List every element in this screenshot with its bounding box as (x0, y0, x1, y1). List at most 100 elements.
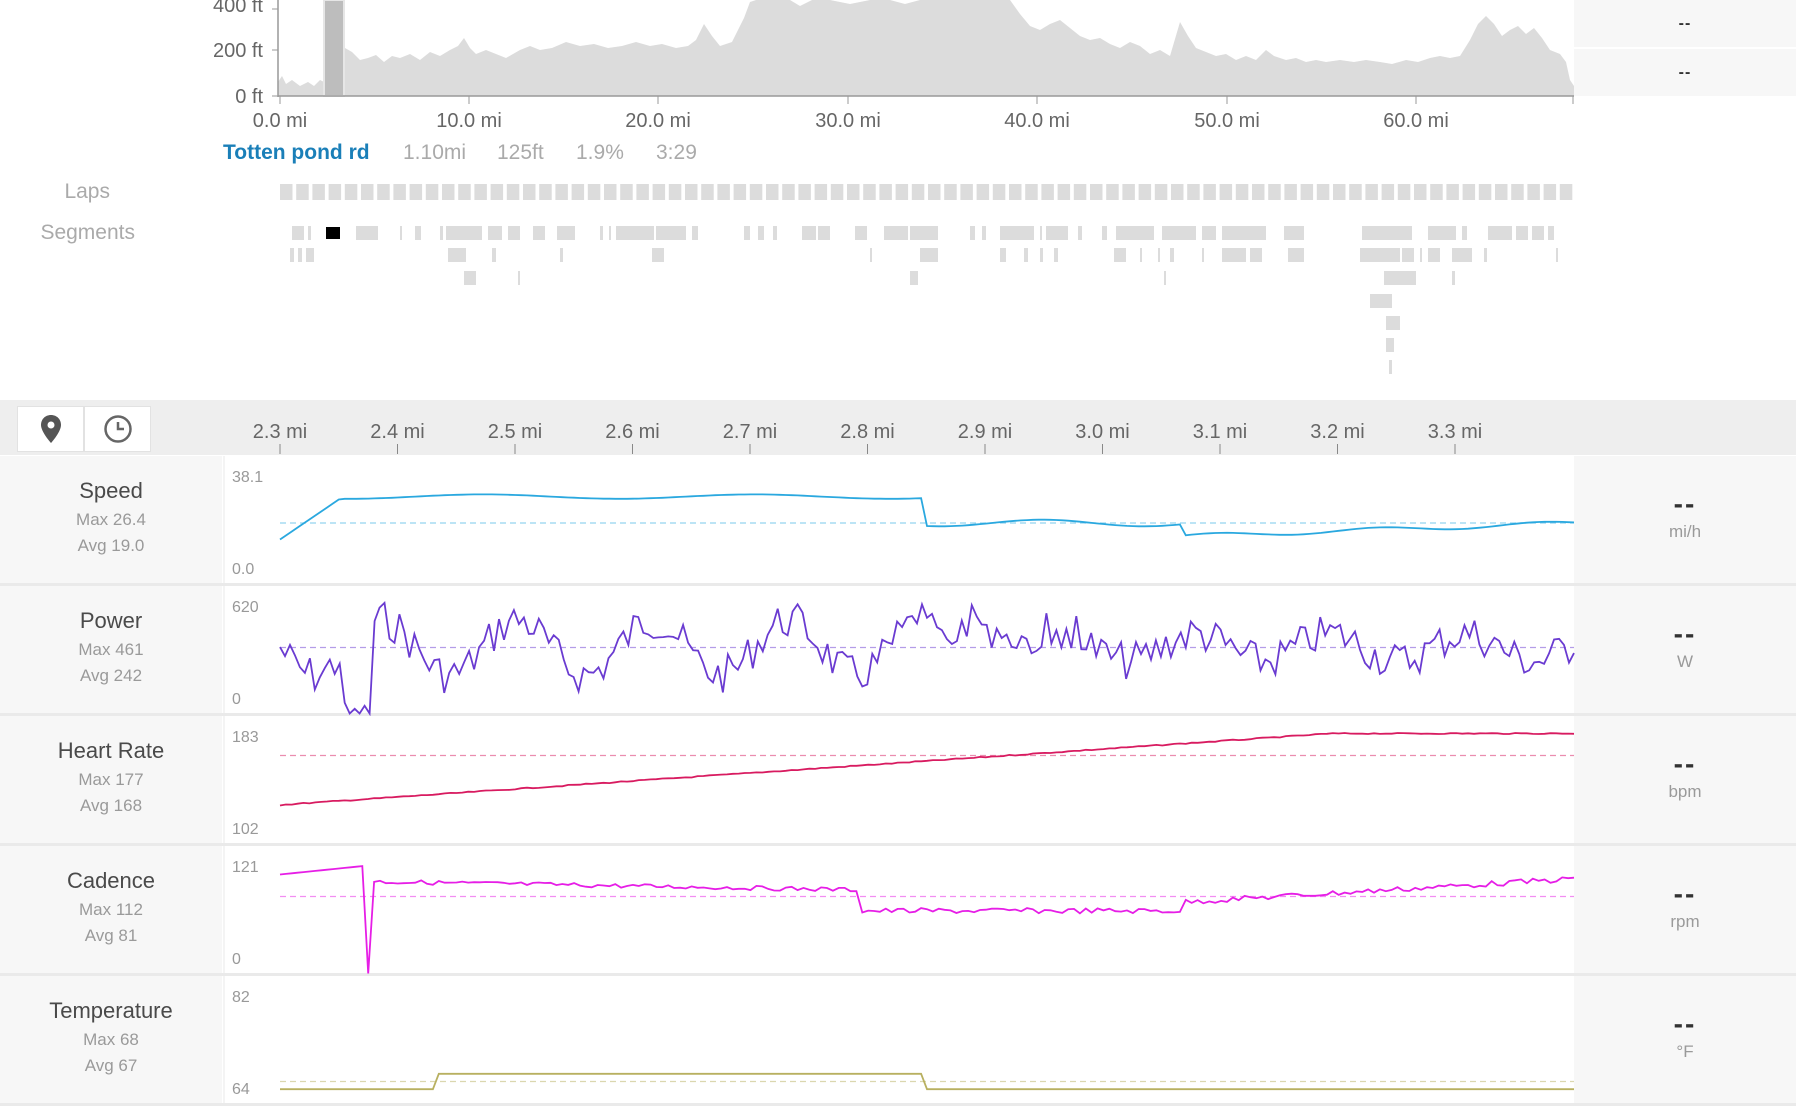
lap-marker[interactable] (944, 184, 957, 200)
lap-marker[interactable] (928, 184, 941, 200)
lap-marker[interactable] (1009, 184, 1022, 200)
lap-marker[interactable] (1333, 184, 1346, 200)
lap-marker[interactable] (1284, 184, 1297, 200)
lap-marker[interactable] (847, 184, 860, 200)
lap-marker[interactable] (1430, 184, 1443, 200)
lap-marker[interactable] (911, 184, 925, 200)
lap-marker[interactable] (1511, 184, 1524, 200)
zoom-x-tick-label: 3.0 mi (1075, 421, 1129, 443)
lap-marker[interactable] (685, 184, 698, 200)
lap-marker[interactable] (1187, 184, 1200, 200)
lap-marker[interactable] (895, 184, 909, 200)
stream-chart-cadence[interactable]: 121 0 (0, 846, 1796, 976)
lap-marker[interactable] (474, 184, 487, 200)
stream-chart-temperature[interactable]: 82 64 (0, 976, 1796, 1106)
lap-marker[interactable] (1543, 184, 1557, 200)
lap-marker[interactable] (1122, 184, 1135, 200)
lap-marker[interactable] (393, 184, 406, 200)
lap-marker[interactable] (1527, 184, 1540, 200)
lap-marker[interactable] (442, 184, 455, 200)
lap-marker[interactable] (344, 184, 358, 200)
lap-marker[interactable] (701, 184, 714, 200)
lap-marker[interactable] (1268, 184, 1281, 200)
lap-marker[interactable] (652, 184, 666, 200)
lap-marker[interactable] (814, 184, 828, 200)
lap-marker[interactable] (636, 184, 649, 200)
lap-marker[interactable] (587, 184, 601, 200)
stream-toolbar (0, 400, 1796, 455)
lap-marker[interactable] (1041, 184, 1054, 200)
lap-marker[interactable] (571, 184, 585, 200)
lap-marker[interactable] (1414, 184, 1427, 200)
lap-marker[interactable] (620, 184, 633, 200)
lap-marker[interactable] (1446, 184, 1459, 200)
lap-marker[interactable] (1057, 184, 1071, 200)
lap-marker[interactable] (409, 184, 423, 200)
lap-marker[interactable] (604, 184, 617, 200)
lap-marker[interactable] (863, 184, 876, 200)
stream-max: Max 461 (78, 640, 144, 659)
lap-marker[interactable] (960, 184, 973, 200)
time-view-button[interactable] (84, 406, 151, 452)
lap-marker[interactable] (733, 184, 747, 200)
lap-marker[interactable] (490, 184, 504, 200)
lap-marker[interactable] (458, 184, 471, 200)
segments-track[interactable] (0, 220, 1796, 380)
segments-label: Segments (40, 221, 135, 244)
lap-marker[interactable] (1365, 184, 1378, 200)
zoom-distance-axis: 2.3 mi 2.4 mi 2.5 mi 2.6 mi 2.7 mi 2.8 mi 2.9 … (253, 421, 1482, 454)
lap-marker[interactable] (425, 184, 439, 200)
lap-marker[interactable] (879, 184, 892, 200)
lap-marker[interactable] (1106, 184, 1119, 200)
lap-marker[interactable] (976, 184, 990, 200)
laps-track[interactable] (0, 180, 1796, 210)
lap-marker[interactable] (1495, 184, 1508, 200)
stream-y-min: 0 (232, 951, 241, 968)
lap-marker[interactable] (1300, 184, 1314, 200)
lap-marker[interactable] (1316, 184, 1330, 200)
map-view-button[interactable] (17, 406, 84, 452)
lap-marker[interactable] (506, 184, 520, 200)
lap-marker[interactable] (1154, 184, 1168, 200)
stream-current-cadence: -- rpm (1574, 846, 1796, 973)
elevation-x-tick: 40.0 mi (1004, 110, 1070, 132)
lap-marker[interactable] (766, 184, 779, 200)
lap-marker[interactable] (539, 184, 552, 200)
stream-name: Temperature (49, 998, 173, 1023)
lap-marker[interactable] (361, 184, 374, 200)
lap-marker[interactable] (1203, 184, 1216, 200)
lap-marker[interactable] (1235, 184, 1249, 200)
lap-marker[interactable] (1090, 184, 1103, 200)
lap-marker[interactable] (1073, 184, 1087, 200)
lap-marker[interactable] (1559, 184, 1573, 200)
lap-marker[interactable] (782, 184, 795, 200)
lap-marker[interactable] (1478, 184, 1492, 200)
lap-marker[interactable] (1138, 184, 1152, 200)
lap-marker[interactable] (1252, 184, 1265, 200)
stream-chart-heart-rate[interactable]: 183 102 (0, 716, 1796, 846)
lap-marker[interactable] (992, 184, 1006, 200)
stream-chart-speed[interactable]: 38.1 0.0 (0, 456, 1796, 586)
lap-marker[interactable] (377, 184, 390, 200)
lap-marker[interactable] (668, 184, 682, 200)
lap-marker[interactable] (1349, 184, 1362, 200)
stream-chart-power[interactable]: 620 0 (0, 586, 1796, 716)
lap-marker[interactable] (1397, 184, 1411, 200)
lap-marker[interactable] (1381, 184, 1395, 200)
lap-marker[interactable] (523, 184, 536, 200)
elevation-chart[interactable]: 400 ft 200 ft 0 ft 0.0 mi 10.0 mi 20.0 m… (0, 0, 1796, 400)
lap-marker[interactable] (280, 184, 293, 200)
lap-marker[interactable] (1219, 184, 1233, 200)
lap-marker[interactable] (555, 184, 568, 200)
lap-marker[interactable] (830, 184, 844, 200)
lap-marker[interactable] (717, 184, 730, 200)
lap-marker[interactable] (749, 184, 763, 200)
lap-marker[interactable] (1025, 184, 1038, 200)
lap-marker[interactable] (296, 184, 309, 200)
lap-marker[interactable] (798, 184, 811, 200)
lap-marker[interactable] (312, 184, 325, 200)
segment-name-link[interactable]: Totten pond rd (223, 141, 370, 164)
lap-marker[interactable] (328, 184, 342, 200)
lap-marker[interactable] (1462, 184, 1476, 200)
lap-marker[interactable] (1171, 184, 1184, 200)
